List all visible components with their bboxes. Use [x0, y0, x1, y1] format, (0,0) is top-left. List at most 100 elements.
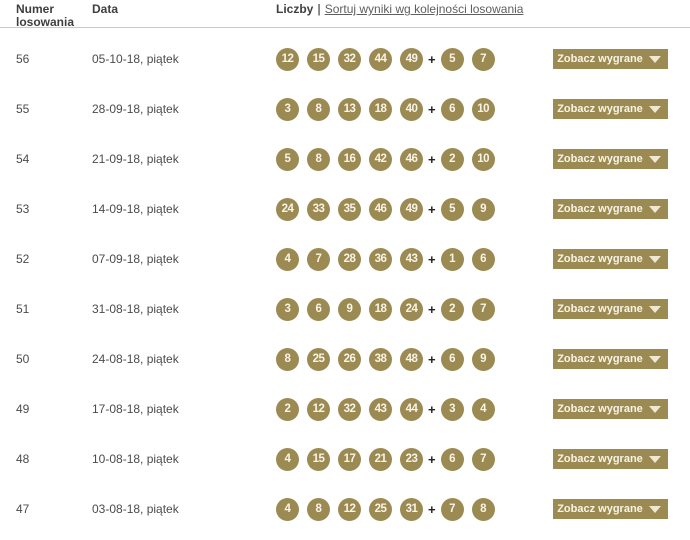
drawn-numbers: 4 7 28 36 43 +1 6 — [276, 247, 553, 271]
column-header-draw-number: Numer losowania — [16, 2, 75, 29]
lottery-ball: 43 — [369, 397, 392, 421]
table-row: 49 17-08-18, piątek 2 12 32 43 44 +3 4 Zobacz … — [0, 384, 690, 434]
lottery-ball: 8 — [307, 97, 330, 121]
chevron-down-icon — [649, 55, 661, 63]
lottery-ball: 17 — [338, 447, 361, 471]
lottery-ball: 15 — [307, 47, 330, 71]
lottery-ball: 23 — [400, 447, 423, 471]
draw-date: 28-09-18, piątek — [92, 102, 179, 116]
drawn-numbers: 3 6 9 18 24 +2 7 — [276, 297, 553, 321]
drawn-numbers: 5 8 16 42 46 +2 10 — [276, 147, 553, 171]
plus-separator: + — [428, 201, 436, 217]
drawn-numbers: 4 8 12 25 31 +7 8 — [276, 497, 553, 521]
table-row: 55 28-09-18, piątek 3 8 13 18 40 +6 10 Zobacz … — [0, 84, 690, 134]
see-winnings-label: Zobacz wygrane — [557, 303, 643, 315]
lottery-ball: 6 — [307, 297, 330, 321]
draw-date: 21-09-18, piątek — [92, 152, 179, 166]
actions-cell: Zobacz wygrane — [553, 149, 668, 169]
lottery-ball: 6 — [440, 347, 464, 371]
chevron-down-icon — [649, 505, 661, 513]
lottery-ball: 24 — [276, 197, 299, 221]
draw-number: 56 — [16, 52, 30, 66]
chevron-down-icon — [649, 305, 661, 313]
lottery-ball: 8 — [471, 497, 495, 521]
see-winnings-button[interactable]: Zobacz wygrane — [553, 99, 668, 119]
see-winnings-button[interactable]: Zobacz wygrane — [553, 199, 668, 219]
lottery-ball: 3 — [276, 97, 299, 121]
table-row: 56 05-10-18, piątek 12 15 32 44 49 +5 7 Zobacz… — [0, 34, 690, 84]
draw-number: 54 — [16, 152, 30, 166]
lottery-ball: 10 — [471, 147, 495, 171]
actions-cell: Zobacz wygrane — [553, 399, 668, 419]
lottery-ball: 6 — [440, 97, 464, 121]
table-row: 50 24-08-18, piątek 8 25 26 38 48 +6 9 Zobacz … — [0, 334, 690, 384]
lottery-ball: 4 — [276, 247, 299, 271]
plus-separator: + — [428, 501, 436, 517]
lottery-ball: 48 — [400, 347, 423, 371]
see-winnings-button[interactable]: Zobacz wygrane — [553, 449, 668, 469]
lottery-ball: 2 — [440, 297, 464, 321]
plus-separator: + — [428, 451, 436, 467]
lottery-ball: 1 — [440, 247, 464, 271]
see-winnings-label: Zobacz wygrane — [557, 453, 643, 465]
see-winnings-button[interactable]: Zobacz wygrane — [553, 149, 668, 169]
plus-separator: + — [428, 151, 436, 167]
lottery-ball: 28 — [338, 247, 361, 271]
lottery-ball: 38 — [369, 347, 392, 371]
plus-separator: + — [428, 351, 436, 367]
lottery-ball: 9 — [338, 297, 361, 321]
see-winnings-button[interactable]: Zobacz wygrane — [553, 299, 668, 319]
table-row: 51 31-08-18, piątek 3 6 9 18 24 +2 7 Zobacz wy… — [0, 284, 690, 334]
see-winnings-label: Zobacz wygrane — [557, 203, 643, 215]
lottery-ball: 42 — [369, 147, 392, 171]
lottery-ball: 5 — [440, 197, 464, 221]
table-row: 53 14-09-18, piątek 24 33 35 46 49 +5 9 Zobacz… — [0, 184, 690, 234]
actions-cell: Zobacz wygrane — [553, 249, 668, 269]
see-winnings-label: Zobacz wygrane — [557, 53, 643, 65]
chevron-down-icon — [649, 105, 661, 113]
lottery-ball: 12 — [338, 497, 361, 521]
lottery-ball: 4 — [471, 397, 495, 421]
lottery-ball: 26 — [338, 347, 361, 371]
lottery-ball: 25 — [307, 347, 330, 371]
header-separator: | — [317, 2, 321, 16]
draw-date: 31-08-18, piątek — [92, 302, 179, 316]
lottery-ball: 3 — [440, 397, 464, 421]
see-winnings-button[interactable]: Zobacz wygrane — [553, 499, 668, 519]
table-row: 47 03-08-18, piątek 4 8 12 25 31 +7 8 Zobacz w… — [0, 484, 690, 534]
lottery-ball: 7 — [471, 47, 495, 71]
lottery-ball: 8 — [307, 497, 330, 521]
table-row: 52 07-09-18, piątek 4 7 28 36 43 +1 6 Zobacz w… — [0, 234, 690, 284]
lottery-ball: 4 — [276, 447, 299, 471]
actions-cell: Zobacz wygrane — [553, 99, 668, 119]
lottery-ball: 46 — [400, 147, 423, 171]
drawn-numbers: 8 25 26 38 48 +6 9 — [276, 347, 553, 371]
see-winnings-button[interactable]: Zobacz wygrane — [553, 249, 668, 269]
lottery-ball: 10 — [471, 97, 495, 121]
see-winnings-button[interactable]: Zobacz wygrane — [553, 399, 668, 419]
see-winnings-button[interactable]: Zobacz wygrane — [553, 49, 668, 69]
lottery-ball: 5 — [276, 147, 299, 171]
draw-date: 07-09-18, piątek — [92, 252, 179, 266]
see-winnings-label: Zobacz wygrane — [557, 403, 643, 415]
column-header-numbers: Liczby | Sortuj wyniki wg kolejności losow… — [276, 3, 553, 16]
lottery-ball: 46 — [369, 197, 392, 221]
chevron-down-icon — [649, 405, 661, 413]
lottery-ball: 35 — [338, 197, 361, 221]
actions-cell: Zobacz wygrane — [553, 499, 668, 519]
sort-results-link[interactable]: Sortuj wyniki wg kolejności losowania — [324, 2, 524, 16]
see-winnings-button[interactable]: Zobacz wygrane — [553, 349, 668, 369]
lottery-ball: 24 — [400, 297, 423, 321]
draw-number: 53 — [16, 202, 30, 216]
chevron-down-icon — [649, 255, 661, 263]
lottery-ball: 7 — [471, 297, 495, 321]
draw-number: 49 — [16, 402, 30, 416]
column-header-date: Data — [92, 2, 119, 16]
lottery-ball: 49 — [400, 197, 423, 221]
plus-separator: + — [428, 251, 436, 267]
see-winnings-label: Zobacz wygrane — [557, 353, 643, 365]
plus-separator: + — [428, 51, 436, 67]
see-winnings-label: Zobacz wygrane — [557, 253, 643, 265]
plus-separator: + — [428, 101, 436, 117]
lottery-ball: 2 — [440, 147, 464, 171]
